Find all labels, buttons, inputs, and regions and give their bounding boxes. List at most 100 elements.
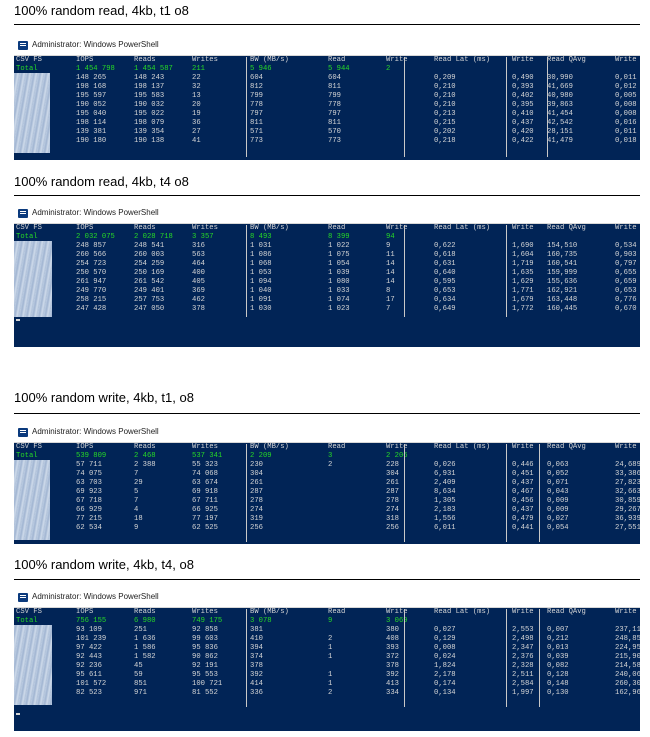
- total-writes: 211: [192, 65, 205, 73]
- powershell-window-1[interactable]: Administrator: Windows PowerShell CSV FS…: [14, 37, 640, 160]
- column-separator: [506, 444, 507, 542]
- row-3-read: 1 054: [328, 260, 350, 268]
- row-6-read-qavg: 42,542: [547, 119, 573, 127]
- window-titlebar[interactable]: Administrator: Windows PowerShell: [14, 424, 640, 443]
- row-1-read-qavg: 30,990: [547, 74, 573, 82]
- row-6-reads: 249 401: [134, 287, 165, 295]
- column-separator: [547, 57, 548, 157]
- row-3-read-qavg: 0,013: [547, 644, 569, 652]
- row-5-iops: 92 236: [76, 662, 102, 670]
- row-8-read-qavg: 41,479: [547, 137, 573, 145]
- header-csv-fs: CSV FS: [16, 56, 42, 64]
- row-2-reads: 7: [134, 470, 139, 478]
- row-1-read-qavg: 154,510: [547, 242, 578, 250]
- row-6-read: 811: [328, 119, 341, 127]
- powershell-icon: [18, 41, 28, 50]
- row-2-iops: 101 239: [76, 635, 107, 643]
- row-4-read: 778: [328, 101, 341, 109]
- row-2-bw: 812: [250, 83, 263, 91]
- row-1-read-lat: 0,027: [434, 626, 456, 634]
- powershell-icon: [18, 209, 28, 218]
- row-5-iops: 67 718: [76, 497, 102, 505]
- total-read: 8 399: [328, 233, 350, 241]
- section-heading-3: 100% random write, 4kb, t1, o8: [14, 390, 194, 405]
- row-3-write-lat: 0,402: [512, 92, 534, 100]
- row-4-writes: 400: [192, 269, 205, 277]
- row-8-bw: 256: [250, 524, 263, 532]
- window-titlebar[interactable]: Administrator: Windows PowerShell: [14, 37, 640, 56]
- total-bw: 3 078: [250, 617, 272, 625]
- header-bw: BW (MB/s): [250, 224, 289, 232]
- window-titlebar[interactable]: Administrator: Windows PowerShell: [14, 589, 640, 608]
- row-4-bw: 778: [250, 101, 263, 109]
- row-2-writes: 32: [192, 83, 201, 91]
- header-reads: Reads: [134, 56, 156, 64]
- row-1-iops: 57 711: [76, 461, 102, 469]
- total-reads: 2 028 718: [134, 233, 173, 241]
- header-read: Read: [328, 224, 346, 232]
- total-reads: 2 468: [134, 452, 156, 460]
- row-4-write: 372: [386, 653, 399, 661]
- row-2-write-lat: 0,393: [512, 83, 534, 91]
- row-5-write-lat: 1,629: [512, 278, 534, 286]
- row-8-write-lat: 1,997: [512, 689, 534, 697]
- heading-underline-4: [14, 579, 640, 580]
- row-7-bw: 319: [250, 515, 263, 523]
- row-3-write-qavg: 27,823: [615, 479, 640, 487]
- row-2-read-lat: 6,931: [434, 470, 456, 478]
- column-separator: [506, 57, 507, 157]
- row-8-write-lat: 1,772: [512, 305, 534, 313]
- row-6-write-lat: 2,511: [512, 671, 534, 679]
- window-titlebar[interactable]: Administrator: Windows PowerShell: [14, 205, 640, 224]
- row-2-bw: 410: [250, 635, 263, 643]
- row-4-writes: 20: [192, 101, 201, 109]
- row-8-writes: 62 525: [192, 524, 218, 532]
- row-4-read-qavg: 0,043: [547, 488, 569, 496]
- row-3-iops: 195 597: [76, 92, 107, 100]
- total-bw: 2 209: [250, 452, 272, 460]
- row-1-write-qavg: 237,111: [615, 626, 640, 634]
- row-1-write-lat: 0,490: [512, 74, 534, 82]
- window-title: Administrator: Windows PowerShell: [32, 592, 159, 601]
- row-2-writes: 99 603: [192, 635, 218, 643]
- row-4-reads: 5: [134, 488, 139, 496]
- row-1-reads: 248 541: [134, 242, 165, 250]
- row-8-writes: 378: [192, 305, 205, 313]
- row-3-write: 14: [386, 260, 395, 268]
- row-3-read-lat: 2,409: [434, 479, 456, 487]
- header-bw: BW (MB/s): [250, 608, 289, 616]
- powershell-window-3[interactable]: Administrator: Windows PowerShell CSV FS…: [14, 424, 640, 544]
- row-7-write-qavg: 260,300: [615, 680, 640, 688]
- header-csv-fs: CSV FS: [16, 443, 42, 451]
- row-3-iops: 254 723: [76, 260, 107, 268]
- row-5-write: 278: [386, 497, 399, 505]
- row-7-write-lat: 1,679: [512, 296, 534, 304]
- powershell-window-4[interactable]: Administrator: Windows PowerShell CSV FS…: [14, 589, 640, 731]
- row-8-iops: 62 534: [76, 524, 102, 532]
- row-4-read-qavg: 159,999: [547, 269, 578, 277]
- total-writes: 3 357: [192, 233, 214, 241]
- total-iops: 1 454 798: [76, 65, 115, 73]
- row-1-write-qavg: 24,689: [615, 461, 640, 469]
- row-7-write-qavg: 0,776: [615, 296, 637, 304]
- row-4-bw: 287: [250, 488, 263, 496]
- row-5-bw: 278: [250, 497, 263, 505]
- row-8-bw: 336: [250, 689, 263, 697]
- row-5-bw: 1 094: [250, 278, 272, 286]
- row-3-read-qavg: 40,980: [547, 92, 573, 100]
- row-7-bw: 414: [250, 680, 263, 688]
- row-1-bw: 1 031: [250, 242, 272, 250]
- row-5-bw: 797: [250, 110, 263, 118]
- row-2-reads: 1 636: [134, 635, 156, 643]
- row-6-bw: 274: [250, 506, 263, 514]
- total-iops: 539 809: [76, 452, 107, 460]
- header-write-lat: Write: [512, 224, 534, 232]
- row-2-write: 408: [386, 635, 399, 643]
- row-4-read: 1: [328, 653, 333, 661]
- powershell-icon: [18, 428, 28, 437]
- powershell-window-2[interactable]: Administrator: Windows PowerShell CSV FS…: [14, 205, 640, 347]
- row-6-iops: 249 770: [76, 287, 107, 295]
- row-7-writes: 100 721: [192, 680, 223, 688]
- row-5-iops: 195 040: [76, 110, 107, 118]
- total-write: 94: [386, 233, 395, 241]
